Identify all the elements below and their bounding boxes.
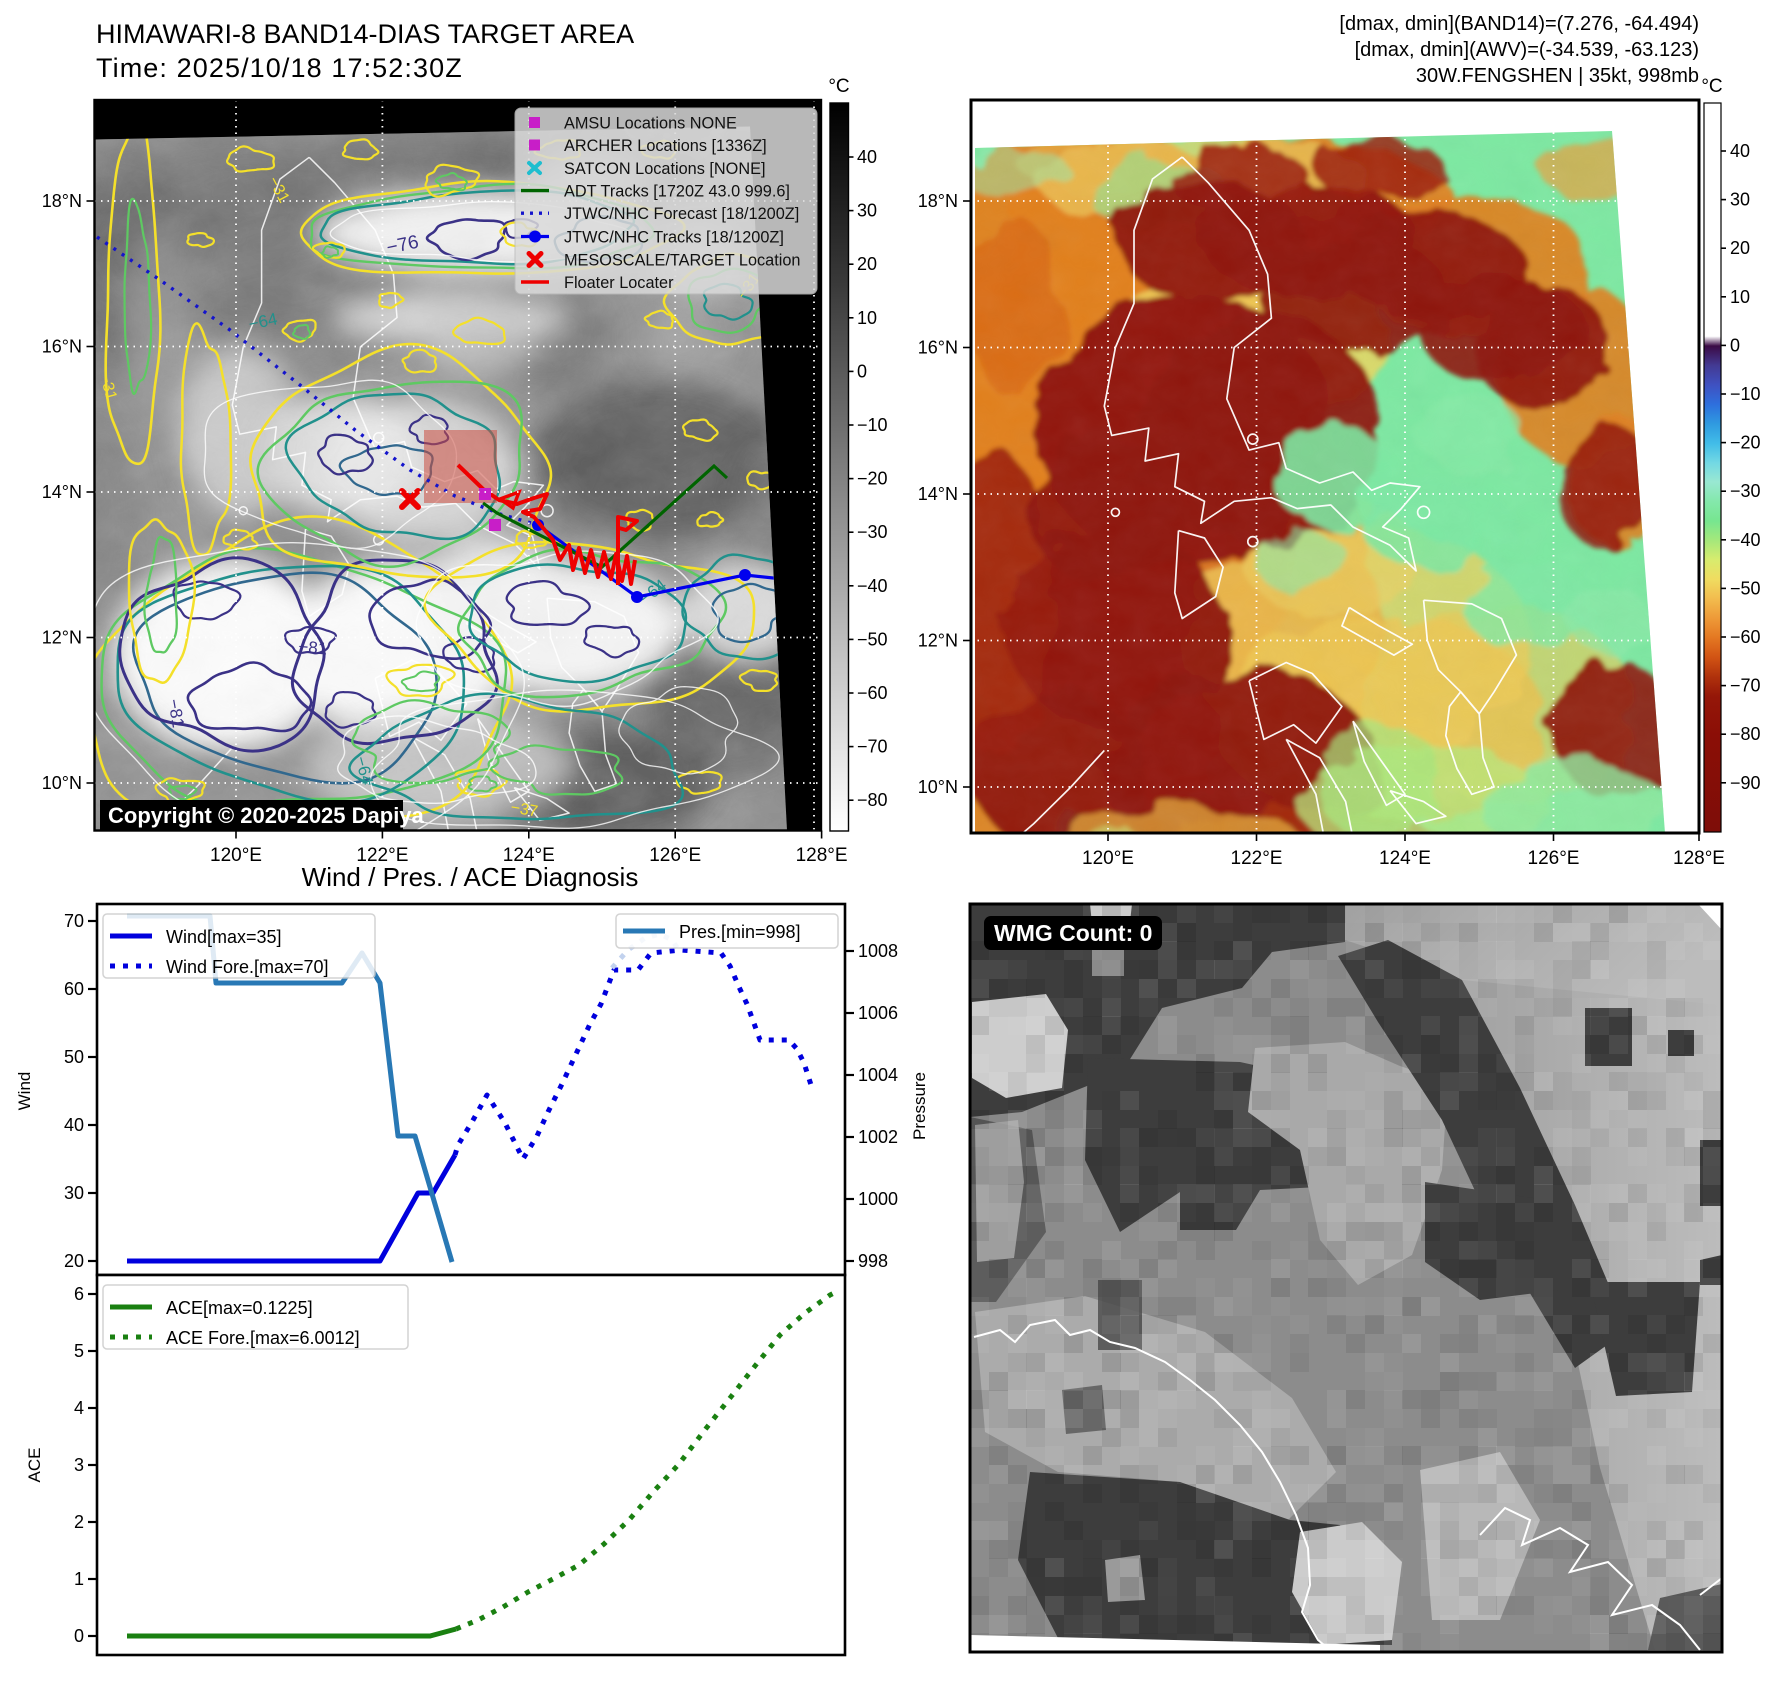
svg-text:12°N: 12°N	[42, 628, 82, 648]
svg-text:1006: 1006	[858, 1003, 898, 1023]
svg-text:−30: −30	[1730, 481, 1761, 501]
svg-text:128°E: 128°E	[796, 845, 848, 866]
svg-text:−81: −81	[164, 697, 188, 729]
svg-text:2: 2	[74, 1512, 84, 1532]
svg-text:30: 30	[64, 1183, 84, 1203]
svg-text:50: 50	[64, 1047, 84, 1067]
svg-text:10: 10	[857, 308, 877, 328]
svg-text:ACE: ACE	[25, 1448, 44, 1483]
svg-text:3: 3	[74, 1455, 84, 1475]
svg-text:Wind[max=35]: Wind[max=35]	[166, 927, 282, 947]
svg-text:14°N: 14°N	[42, 482, 82, 502]
svg-text:ADT Tracks [1720Z 43.0 999.6]: ADT Tracks [1720Z 43.0 999.6]	[564, 183, 790, 201]
svg-text:−81: −81	[298, 637, 328, 658]
svg-text:ACE Fore.[max=6.0012]: ACE Fore.[max=6.0012]	[166, 1328, 360, 1348]
svg-text:1002: 1002	[858, 1127, 898, 1147]
svg-text:40: 40	[1730, 141, 1750, 161]
svg-text:122°E: 122°E	[356, 845, 408, 866]
svg-text:°C: °C	[828, 76, 849, 97]
svg-text:124°E: 124°E	[1379, 848, 1431, 869]
svg-text:10°N: 10°N	[918, 777, 958, 797]
svg-text:18°N: 18°N	[42, 191, 82, 211]
svg-text:126°E: 126°E	[1528, 848, 1580, 869]
svg-text:Time: 2025/10/18 17:52:30Z: Time: 2025/10/18 17:52:30Z	[96, 53, 463, 83]
svg-text:6: 6	[74, 1284, 84, 1304]
svg-text:−20: −20	[857, 469, 888, 489]
svg-text:0: 0	[857, 361, 867, 381]
svg-text:12°N: 12°N	[918, 631, 958, 651]
svg-text:10: 10	[1730, 287, 1750, 307]
svg-text:Pres.[min=998]: Pres.[min=998]	[679, 922, 801, 942]
svg-text:122°E: 122°E	[1231, 848, 1283, 869]
svg-text:16°N: 16°N	[42, 337, 82, 357]
svg-text:−80: −80	[1730, 724, 1761, 744]
svg-text:−40: −40	[1730, 530, 1761, 550]
svg-text:120°E: 120°E	[210, 845, 262, 866]
svg-text:20: 20	[1730, 238, 1750, 258]
svg-text:998: 998	[858, 1251, 888, 1271]
svg-text:1000: 1000	[858, 1189, 898, 1209]
svg-text:JTWC/NHC Tracks [18/1200Z]: JTWC/NHC Tracks [18/1200Z]	[564, 229, 784, 247]
svg-text:−50: −50	[1730, 578, 1761, 598]
svg-text:SATCON Locations [NONE]: SATCON Locations [NONE]	[564, 160, 765, 178]
svg-text:−10: −10	[857, 415, 888, 435]
svg-text:−60: −60	[1730, 627, 1761, 647]
svg-text:10°N: 10°N	[42, 773, 82, 793]
svg-text:[dmax, dmin](AWV)=(-34.539, -6: [dmax, dmin](AWV)=(-34.539, -63.123)	[1355, 39, 1699, 61]
svg-text:−70: −70	[857, 737, 888, 757]
svg-text:°C: °C	[1701, 76, 1722, 97]
svg-text:20: 20	[64, 1251, 84, 1271]
svg-text:−37: −37	[509, 799, 539, 820]
svg-text:30: 30	[1730, 190, 1750, 210]
svg-text:120°E: 120°E	[1082, 848, 1134, 869]
svg-text:AMSU Locations NONE: AMSU Locations NONE	[564, 115, 737, 133]
svg-text:30: 30	[857, 201, 877, 221]
svg-text:18°N: 18°N	[918, 191, 958, 211]
svg-text:Copyright © 2020-2025 Dapiya: Copyright © 2020-2025 Dapiya	[108, 803, 425, 828]
svg-text:−20: −20	[1730, 433, 1761, 453]
svg-text:[dmax, dmin](BAND14)=(7.276, -: [dmax, dmin](BAND14)=(7.276, -64.494)	[1339, 13, 1699, 35]
svg-text:128°E: 128°E	[1673, 848, 1725, 869]
svg-text:40: 40	[64, 1115, 84, 1135]
svg-text:16°N: 16°N	[918, 338, 958, 358]
svg-text:Wind / Pres. / ACE Diagnosis: Wind / Pres. / ACE Diagnosis	[302, 862, 639, 892]
svg-text:20: 20	[857, 254, 877, 274]
svg-text:JTWC/NHC Forecast [18/1200Z]: JTWC/NHC Forecast [18/1200Z]	[564, 205, 799, 223]
svg-text:4: 4	[74, 1398, 84, 1418]
svg-text:−30: −30	[857, 522, 888, 542]
svg-text:60: 60	[64, 979, 84, 999]
svg-text:1008: 1008	[858, 941, 898, 961]
svg-text:0: 0	[1730, 335, 1740, 355]
svg-text:WMG Count: 0: WMG Count: 0	[994, 920, 1152, 946]
svg-text:124°E: 124°E	[503, 845, 555, 866]
svg-text:HIMAWARI-8 BAND14-DIAS TARGET: HIMAWARI-8 BAND14-DIAS TARGET AREA	[96, 19, 634, 49]
svg-text:30W.FENGSHEN | 35kt, 998mb: 30W.FENGSHEN | 35kt, 998mb	[1416, 65, 1699, 87]
svg-text:5: 5	[74, 1341, 84, 1361]
svg-text:MESOSCALE/TARGET Location: MESOSCALE/TARGET Location	[564, 252, 800, 270]
svg-text:126°E: 126°E	[649, 845, 701, 866]
svg-text:−90: −90	[1730, 773, 1761, 793]
svg-text:ARCHER Locations [1336Z]: ARCHER Locations [1336Z]	[564, 137, 767, 155]
svg-text:−80: −80	[857, 790, 888, 810]
svg-text:1004: 1004	[858, 1065, 898, 1085]
svg-text:ACE[max=0.1225]: ACE[max=0.1225]	[166, 1298, 313, 1318]
svg-text:14°N: 14°N	[918, 484, 958, 504]
svg-text:70: 70	[64, 911, 84, 931]
svg-text:−50: −50	[857, 629, 888, 649]
svg-text:−40: −40	[857, 576, 888, 596]
svg-text:Wind: Wind	[15, 1072, 34, 1111]
svg-text:−31: −31	[96, 372, 119, 403]
svg-text:Wind Fore.[max=70]: Wind Fore.[max=70]	[166, 957, 329, 977]
svg-text:1: 1	[74, 1569, 84, 1589]
svg-text:Pressure: Pressure	[910, 1072, 929, 1140]
svg-text:Floater Locater: Floater Locater	[564, 274, 674, 292]
svg-text:−10: −10	[1730, 384, 1761, 404]
svg-text:0: 0	[74, 1626, 84, 1646]
svg-text:−60: −60	[857, 683, 888, 703]
svg-text:40: 40	[857, 147, 877, 167]
svg-text:−70: −70	[1730, 676, 1761, 696]
